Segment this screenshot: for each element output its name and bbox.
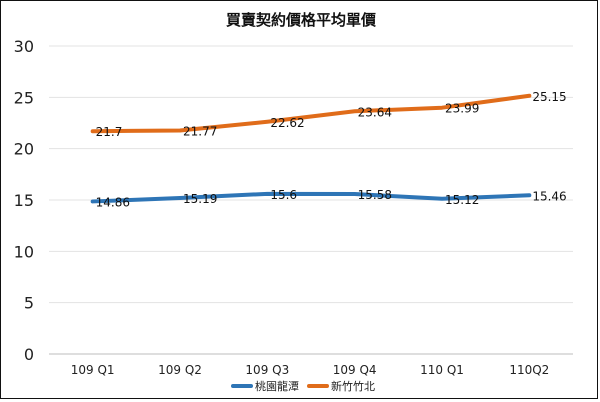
data-point: [91, 199, 95, 203]
data-label: 15.12: [445, 193, 479, 207]
data-label: 15.58: [358, 188, 392, 202]
data-label: 23.99: [445, 102, 479, 116]
data-point: [527, 94, 531, 98]
y-tick-label: 15: [14, 191, 34, 210]
data-point: [440, 197, 444, 201]
data-point: [353, 109, 357, 113]
data-label: 15.19: [183, 192, 217, 206]
data-point: [265, 192, 269, 196]
y-tick-label: 0: [24, 345, 34, 364]
data-label: 25.15: [532, 90, 566, 104]
x-tick-label: 109 Q3: [245, 363, 289, 377]
data-point: [440, 106, 444, 110]
chart-title: 買賣契約價格平均單價: [226, 11, 377, 29]
legend-label: 新竹竹北: [331, 379, 375, 393]
y-tick-label: 5: [24, 294, 34, 313]
y-tick-label: 30: [14, 37, 34, 56]
data-point: [178, 196, 182, 200]
x-tick-label: 109 Q1: [71, 363, 115, 377]
data-point: [527, 193, 531, 197]
data-label: 15.46: [532, 189, 566, 203]
legend-label: 桃園龍潭: [255, 379, 299, 393]
x-tick-label: 109 Q2: [158, 363, 202, 377]
data-point: [178, 128, 182, 132]
data-label: 23.64: [358, 105, 392, 119]
data-point: [91, 129, 95, 133]
x-tick-label: 109 Q4: [333, 363, 377, 377]
x-tick-label: 110Q2: [509, 363, 549, 377]
series-line-1: [90, 191, 532, 204]
y-tick-label: 10: [14, 242, 34, 261]
x-tick-label: 110 Q1: [420, 363, 464, 377]
data-label: 15.6: [270, 188, 297, 202]
series-line-2: [90, 93, 532, 134]
data-label: 21.77: [183, 124, 217, 138]
data-label: 21.7: [96, 125, 123, 139]
data-label: 14.86: [96, 195, 130, 209]
data-label: 22.62: [270, 116, 304, 130]
data-point: [353, 192, 357, 196]
data-point: [265, 120, 269, 124]
y-tick-label: 20: [14, 140, 34, 159]
y-tick-label: 25: [14, 88, 34, 107]
